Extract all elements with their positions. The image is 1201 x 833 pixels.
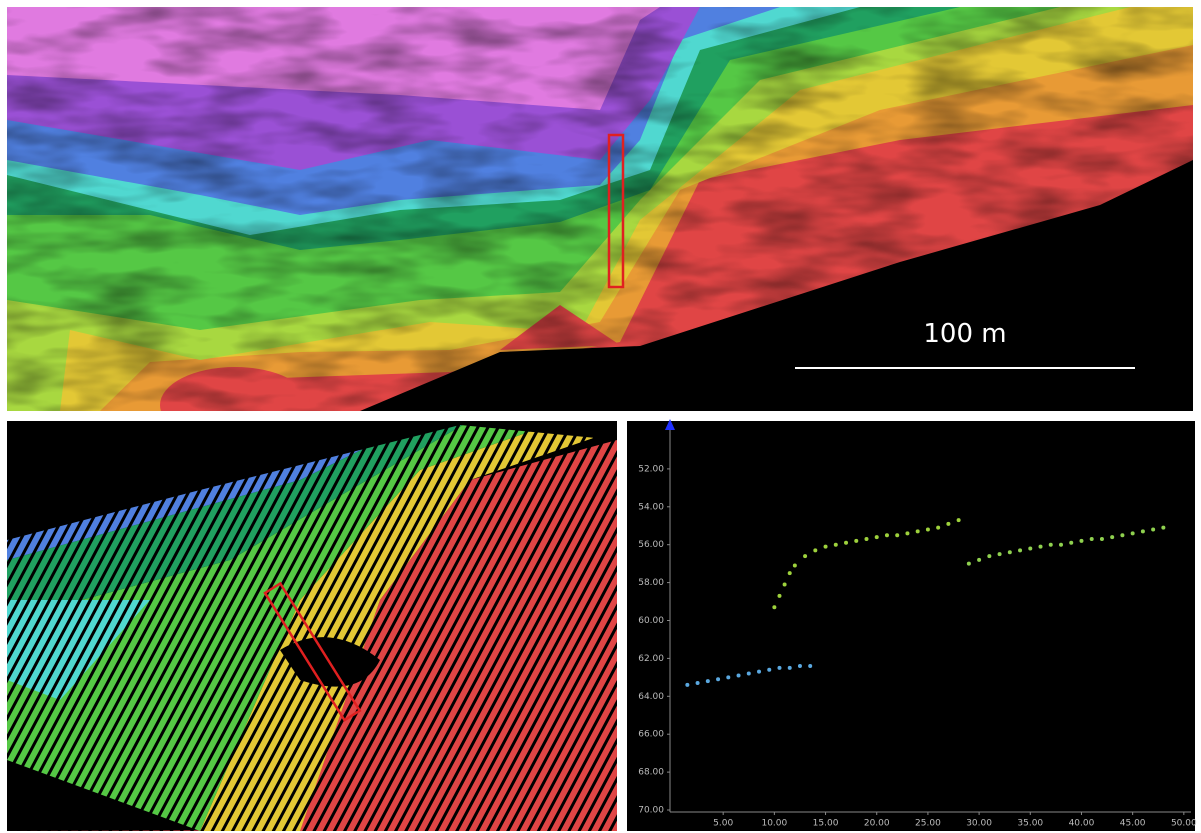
x-tick-label: 35.00 <box>1017 819 1043 829</box>
point <box>854 538 859 543</box>
point <box>895 533 900 538</box>
point <box>956 518 961 523</box>
point <box>797 663 802 668</box>
selection-box <box>263 581 362 722</box>
point <box>1110 535 1115 540</box>
point <box>787 665 792 670</box>
point <box>716 677 721 682</box>
chart-background <box>627 421 1195 831</box>
y-tick-label: 62.00 <box>638 654 664 664</box>
y-tick-label: 52.00 <box>638 464 664 474</box>
point-cloud <box>7 421 617 831</box>
x-tick-label: 20.00 <box>864 819 890 829</box>
point <box>1048 542 1053 547</box>
y-tick-label: 64.00 <box>638 692 664 702</box>
point <box>874 535 879 540</box>
y-tick-label: 56.00 <box>638 540 664 550</box>
point <box>808 663 813 668</box>
point <box>1079 538 1084 543</box>
point <box>1099 537 1104 542</box>
profile-chart: 52.00 54.00 56.00 58.00 60.00 62.00 64.00 66.00… <box>638 419 1197 829</box>
point <box>1089 537 1094 542</box>
point <box>1028 546 1033 551</box>
x-tick-label: 30.00 <box>966 819 992 829</box>
point <box>936 525 941 530</box>
x-tick-label: 15.00 <box>813 819 839 829</box>
point <box>884 533 889 538</box>
point <box>777 665 782 670</box>
point <box>1058 542 1063 547</box>
point <box>777 593 782 598</box>
point <box>757 669 762 674</box>
point <box>767 667 772 672</box>
point <box>833 542 838 547</box>
point <box>705 679 710 684</box>
point <box>977 557 982 562</box>
y-tick-label: 58.00 <box>638 578 664 588</box>
point <box>736 673 741 678</box>
point <box>813 548 818 553</box>
point <box>1069 540 1074 545</box>
point <box>746 671 751 676</box>
point <box>787 571 792 576</box>
point <box>905 531 910 536</box>
point <box>844 540 849 545</box>
y-tick-label: 68.00 <box>638 768 664 778</box>
point <box>803 554 808 559</box>
y-tick-label: 70.00 <box>638 806 664 816</box>
scale-label: 100 m <box>923 319 1006 349</box>
point <box>726 675 731 680</box>
point <box>695 681 700 686</box>
point <box>925 527 930 532</box>
point <box>946 521 951 526</box>
point <box>915 529 920 534</box>
point <box>1161 525 1166 530</box>
selection-box <box>607 133 625 289</box>
point <box>864 537 869 542</box>
x-tick-label: 45.00 <box>1120 819 1146 829</box>
x-tick-label: 5.00 <box>713 819 733 829</box>
point <box>685 682 690 687</box>
point <box>1140 529 1145 534</box>
point <box>782 582 787 587</box>
point <box>1038 544 1043 549</box>
point <box>966 561 971 566</box>
x-tick-label: 10.00 <box>761 819 787 829</box>
axis-arrow <box>665 419 675 430</box>
x-tick-label: 40.00 <box>1069 819 1095 829</box>
y-tick-label: 60.00 <box>638 616 664 626</box>
point <box>1130 531 1135 536</box>
x-tick-label: 50.00 <box>1171 819 1197 829</box>
point <box>772 605 777 610</box>
point <box>792 563 797 568</box>
point <box>1018 548 1023 553</box>
point <box>823 544 828 549</box>
x-tick-label: 25.00 <box>915 819 941 829</box>
bathymetry-map: 100 m <box>7 7 1193 411</box>
y-tick-label: 66.00 <box>638 730 664 740</box>
point <box>1120 533 1125 538</box>
y-tick-label: 54.00 <box>638 502 664 512</box>
point <box>1151 527 1156 532</box>
point <box>997 552 1002 557</box>
point <box>987 554 992 559</box>
point <box>1007 550 1012 555</box>
